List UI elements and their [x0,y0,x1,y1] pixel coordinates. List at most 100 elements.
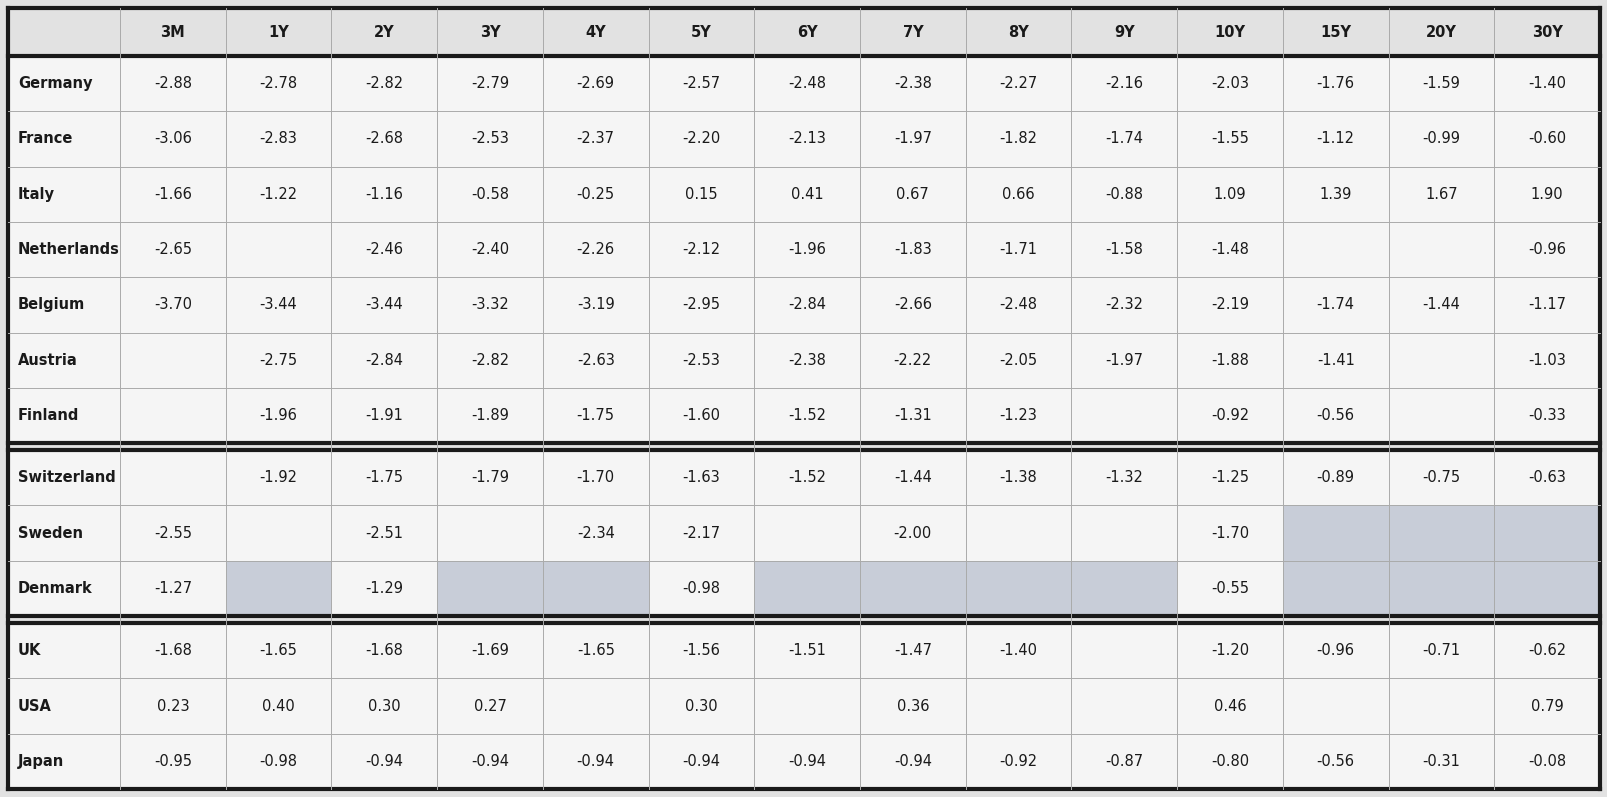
Text: -1.41: -1.41 [1316,353,1353,367]
Text: -1.17: -1.17 [1527,297,1565,312]
Bar [1493,561,1599,616]
Bar [1493,678,1599,734]
Bar [543,734,648,789]
Bar [225,112,331,167]
Bar [8,332,121,388]
Bar [437,450,543,505]
Bar [1176,167,1282,222]
Text: -0.55: -0.55 [1210,581,1249,596]
Bar [331,734,437,789]
Bar [8,616,1599,623]
Text: -1.68: -1.68 [365,643,403,658]
Bar [121,56,225,112]
Bar [648,678,754,734]
Text: -1.68: -1.68 [154,643,191,658]
Bar [648,332,754,388]
Bar [1282,332,1388,388]
Text: -0.95: -0.95 [154,754,191,769]
Bar [860,112,966,167]
Bar [1070,450,1176,505]
Text: Italy: Italy [18,186,55,202]
Text: -1.58: -1.58 [1104,242,1143,257]
Bar [754,222,860,277]
Text: -1.97: -1.97 [893,132,932,147]
Text: -0.98: -0.98 [681,581,720,596]
Text: -2.12: -2.12 [681,242,720,257]
Bar [543,561,648,616]
Bar [437,332,543,388]
Bar [331,112,437,167]
Bar [648,112,754,167]
Text: 0.15: 0.15 [685,186,717,202]
Text: -0.94: -0.94 [681,754,720,769]
Text: -0.94: -0.94 [787,754,826,769]
Bar [225,222,331,277]
Bar [1388,505,1493,561]
Bar [121,167,225,222]
Text: -2.68: -2.68 [365,132,403,147]
Bar [860,222,966,277]
Bar [1176,678,1282,734]
Bar [437,167,543,222]
Bar [1493,388,1599,443]
Text: Finland: Finland [18,408,79,423]
Bar [543,112,648,167]
Bar [1388,222,1493,277]
Text: 0.30: 0.30 [368,698,400,713]
Text: -1.40: -1.40 [1527,77,1565,91]
Text: -2.66: -2.66 [893,297,932,312]
Bar [860,332,966,388]
Text: Denmark: Denmark [18,581,93,596]
Text: -0.60: -0.60 [1527,132,1565,147]
Bar [966,678,1070,734]
Bar [1493,222,1599,277]
Bar [437,112,543,167]
Bar [331,222,437,277]
Text: -2.84: -2.84 [787,297,826,312]
Bar [1070,388,1176,443]
Text: -2.82: -2.82 [365,77,403,91]
Bar [543,222,648,277]
Bar [121,222,225,277]
Bar [1070,623,1176,678]
Bar [860,678,966,734]
Bar [437,505,543,561]
Bar [331,167,437,222]
Bar [1388,112,1493,167]
Text: 30Y: 30Y [1531,25,1562,40]
Text: -1.65: -1.65 [577,643,614,658]
Text: -0.99: -0.99 [1422,132,1459,147]
Text: -1.23: -1.23 [1000,408,1037,423]
Bar [648,561,754,616]
Bar [1282,167,1388,222]
Bar [1070,222,1176,277]
Text: -1.75: -1.75 [365,470,403,485]
Bar [331,561,437,616]
Bar [543,167,648,222]
Bar [648,56,754,112]
Bar [1388,332,1493,388]
Bar [1070,332,1176,388]
Bar [966,623,1070,678]
Text: 3M: 3M [161,25,185,40]
Bar [860,167,966,222]
Bar [225,277,331,332]
Text: 0.30: 0.30 [685,698,717,713]
Bar [860,623,966,678]
Bar [966,450,1070,505]
Bar [648,388,754,443]
Bar [1282,734,1388,789]
Text: -0.80: -0.80 [1210,754,1249,769]
Bar [8,505,121,561]
Text: 0.66: 0.66 [1001,186,1035,202]
Bar [8,277,121,332]
Bar [754,112,860,167]
Text: 0.79: 0.79 [1530,698,1562,713]
Text: 10Y: 10Y [1213,25,1245,40]
Bar [121,332,225,388]
Text: 2Y: 2Y [374,25,394,40]
Bar [8,112,121,167]
Text: Austria: Austria [18,353,77,367]
Bar [1282,388,1388,443]
Text: -1.96: -1.96 [259,408,297,423]
